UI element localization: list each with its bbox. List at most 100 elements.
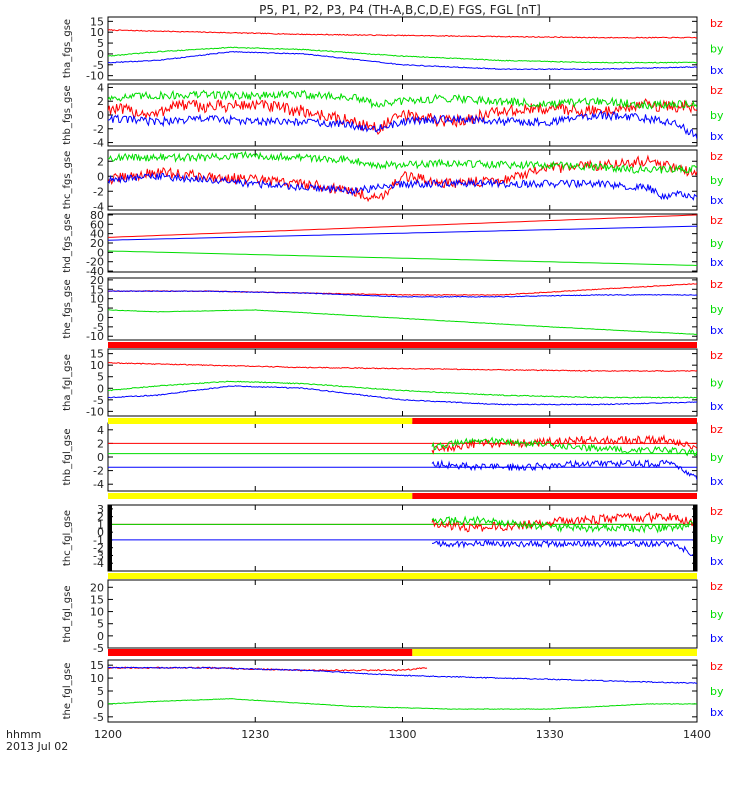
y-tick-label: 0 [97,526,104,539]
x-tick-label: 1300 [389,728,417,741]
series-line-by [108,698,697,710]
y-tick-label: -2 [93,465,104,478]
status-bar-segment [412,649,697,656]
y-tick-label: -5 [93,321,104,334]
y-tick-label: -2 [93,123,104,136]
y-tick-label: -40 [86,265,104,278]
panel-thb_fgs_gse: 420-2-4 thb_fgs_gse bz by bx [62,81,724,149]
series-line-bz [108,283,697,296]
y-tick-label: 15 [90,348,104,361]
y-tick-label: 0 [97,48,104,61]
y-tick-label: 0 [97,630,104,643]
panel-thb_fgl_gse: 420-2-4 thb_fgl_gse bz by bx [62,422,724,492]
y-tick-label: 5 [97,37,104,50]
y-tick-label: 2 [97,95,104,108]
y-tick-label: 80 [90,209,104,222]
y-axis-label: thb_fgl_gse [62,429,73,486]
y-tick-label: -5 [93,59,104,72]
status-bar-segment [412,493,697,499]
series-line-bx [108,290,697,298]
y-tick-label: 5 [97,685,104,698]
legend-bz: bz [710,214,723,227]
legend-bz: bz [710,17,723,30]
series-line-by [108,250,697,266]
y-tick-label: 5 [97,371,104,384]
series-line-by [431,515,697,534]
y-tick-label: -4 [93,557,104,570]
y-tick-label: 2 [97,511,104,524]
y-tick-label: 4 [97,81,104,94]
y-tick-label: 2 [97,437,104,450]
legend-bx: bx [710,64,724,77]
legend-by: by [710,377,724,390]
series-line-bx [108,109,697,140]
y-tick-label: -2 [93,185,104,198]
legend-by: by [710,303,724,316]
status-bar-segment [108,418,413,424]
y-axis-label: the_fgl_gse [62,663,73,720]
legend-bx: bx [710,130,724,143]
data-gap-marker [108,505,112,571]
y-axis-label: thb_fgs_gse [62,85,73,144]
y-tick-label: -1 [93,534,104,547]
series-line-by [108,150,697,174]
legend-bx: bx [710,194,724,207]
y-axis-label: the_fgs_gse [62,279,73,338]
legend-by: by [710,174,724,187]
legend-bx: bx [710,256,724,269]
legend-bz: bz [710,84,723,97]
chart-title: P5, P1, P2, P3, P4 (TH-A,B,C,D,E) FGS, F… [259,3,541,17]
series-line-bx [108,50,697,71]
y-tick-label: -4 [93,137,104,150]
legend-by: by [710,608,724,621]
y-tick-label: 10 [90,293,104,306]
legend-bx: bx [710,400,724,413]
x-tick-label: 1400 [683,728,711,741]
panel-frame [107,348,698,417]
legend-bx: bx [710,706,724,719]
series-line-by [431,436,697,457]
series-line-bz [431,511,697,533]
status-bar-segment [108,649,413,656]
y-tick-label: 10 [90,26,104,39]
series-line-bz [108,29,697,39]
x-tick-label: 1330 [536,728,564,741]
legend-bz: bz [710,349,723,362]
x-tick-label: 1200 [94,728,122,741]
series-line-bz [108,154,697,203]
y-tick-label: -5 [93,711,104,724]
y-tick-label: 40 [90,228,104,241]
panel-frame [107,504,698,572]
y-axis-label: thc_fgs_gse [62,151,73,210]
y-tick-label: 15 [90,15,104,28]
panel-frame [107,277,698,341]
legend-bz: bz [710,580,723,593]
y-tick-label: -4 [93,478,104,491]
status-bar-segment [108,573,697,579]
y-axis-label: thd_fgs_gse [62,213,73,272]
y-tick-label: 10 [90,672,104,685]
legend-by: by [710,43,724,56]
y-tick-label: -20 [86,256,104,269]
y-tick-label: 3 [97,503,104,516]
legend-bz: bz [710,423,723,436]
series-line-bz [108,214,697,238]
legend-bx: bx [710,475,724,488]
y-tick-label: 0 [97,311,104,324]
y-axis-label: tha_fgs_gse [62,19,73,78]
y-tick-label: 10 [90,606,104,619]
x-axis-label-hhmm: hhmm [6,728,41,741]
y-tick-label: 0 [97,451,104,464]
y-tick-label: 5 [97,302,104,315]
y-tick-label: -4 [93,200,104,213]
legend-bz: bz [710,150,723,163]
series-line-bz [431,434,697,455]
legend-bx: bx [710,324,724,337]
y-tick-label: 0 [97,698,104,711]
